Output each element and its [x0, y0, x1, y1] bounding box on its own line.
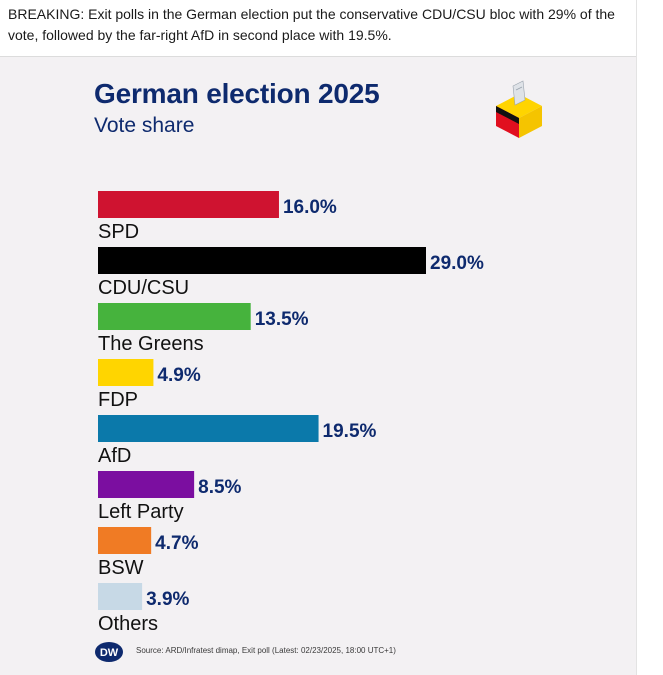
svg-text:DW: DW: [100, 647, 119, 659]
bar-spd: [98, 191, 279, 218]
bar-fdp: [98, 359, 154, 386]
post-divider: [0, 56, 636, 57]
bar-value-label: 3.9%: [146, 589, 189, 610]
category-label: AfD: [98, 445, 131, 467]
category-label: BSW: [98, 557, 144, 579]
bar-cdu-csu: [98, 247, 426, 274]
post-text: BREAKING: Exit polls in the German elect…: [8, 6, 615, 43]
category-label: FDP: [98, 389, 138, 411]
bar-afd: [98, 415, 319, 442]
bar-value-label: 13.5%: [255, 309, 309, 330]
bar-value-label: 16.0%: [283, 197, 337, 218]
dw-logo-icon: DW: [95, 642, 123, 662]
bar-value-label: 4.7%: [155, 533, 198, 554]
bar-chart: 16.0% SPD 29.0% CDU/CSU 13.5% The Greens 4.9% F…: [98, 191, 484, 635]
category-label: CDU/CSU: [98, 277, 189, 299]
bar-left-party: [98, 471, 195, 498]
scrollbar-track[interactable]: [636, 0, 663, 675]
bar-value-label: 8.5%: [198, 477, 241, 498]
bar-bsw: [98, 527, 152, 554]
category-label: The Greens: [98, 333, 204, 355]
category-label: Others: [98, 613, 158, 635]
chart-title: German election 2025: [94, 78, 380, 109]
bar-value-label: 19.5%: [323, 421, 377, 442]
bar-value-label: 29.0%: [430, 253, 484, 274]
bar-others: [98, 583, 143, 610]
category-label: Left Party: [98, 501, 184, 523]
bar-value-label: 4.9%: [157, 365, 200, 386]
ballot-box-icon: [496, 80, 542, 138]
bar-the-greens: [98, 303, 251, 330]
category-label: SPD: [98, 221, 139, 243]
chart-subtitle: Vote share: [94, 114, 195, 137]
chart-source: Source: ARD/Infratest dimap, Exit poll (…: [136, 646, 396, 655]
